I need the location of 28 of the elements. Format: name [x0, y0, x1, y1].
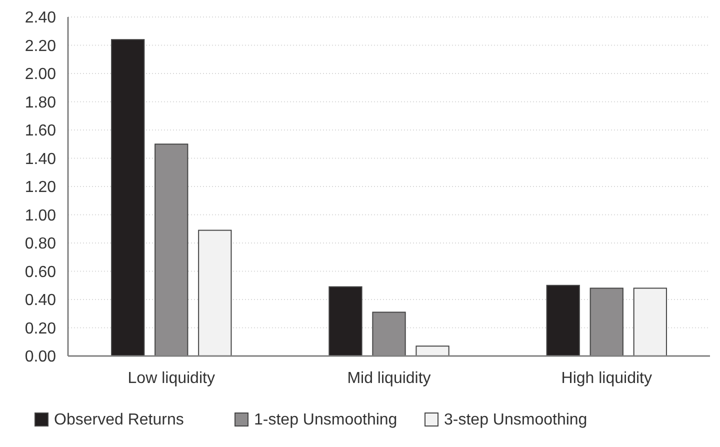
bar: [633, 288, 667, 356]
legend-label: 1-step Unsmoothing: [254, 412, 398, 429]
y-tick-label: 2.20: [24, 38, 56, 55]
y-tick-label: 1.80: [24, 94, 56, 112]
bar: [154, 144, 188, 356]
bar: [416, 346, 450, 356]
y-tick-label: 1.20: [24, 179, 56, 196]
x-tick-label: Mid liquidity: [347, 370, 431, 387]
x-tick-label: High liquidity: [561, 370, 652, 387]
y-tick-label: 1.40: [24, 150, 56, 168]
bar: [590, 288, 624, 356]
bar: [198, 230, 232, 356]
legend-label: 3-step Unsmoothing: [444, 412, 588, 429]
y-tick-label: 2.00: [24, 66, 56, 84]
y-tick-label: 2.40: [24, 10, 56, 27]
bar: [372, 312, 406, 356]
y-tick-label: 0.80: [24, 236, 56, 253]
legend-label: Observed Returns: [54, 412, 184, 429]
bar: [328, 286, 362, 356]
y-tick-label: 1.00: [24, 207, 56, 224]
y-tick-label: 0.20: [24, 320, 56, 338]
y-tick-label: 1.60: [24, 122, 56, 140]
y-tick-label: 0.40: [24, 292, 56, 310]
bar: [546, 284, 580, 356]
bar: [111, 39, 145, 356]
x-tick-label: Low liquidity: [128, 370, 215, 387]
y-tick-label: 0.00: [24, 348, 56, 366]
y-tick-label: 0.60: [24, 264, 56, 281]
